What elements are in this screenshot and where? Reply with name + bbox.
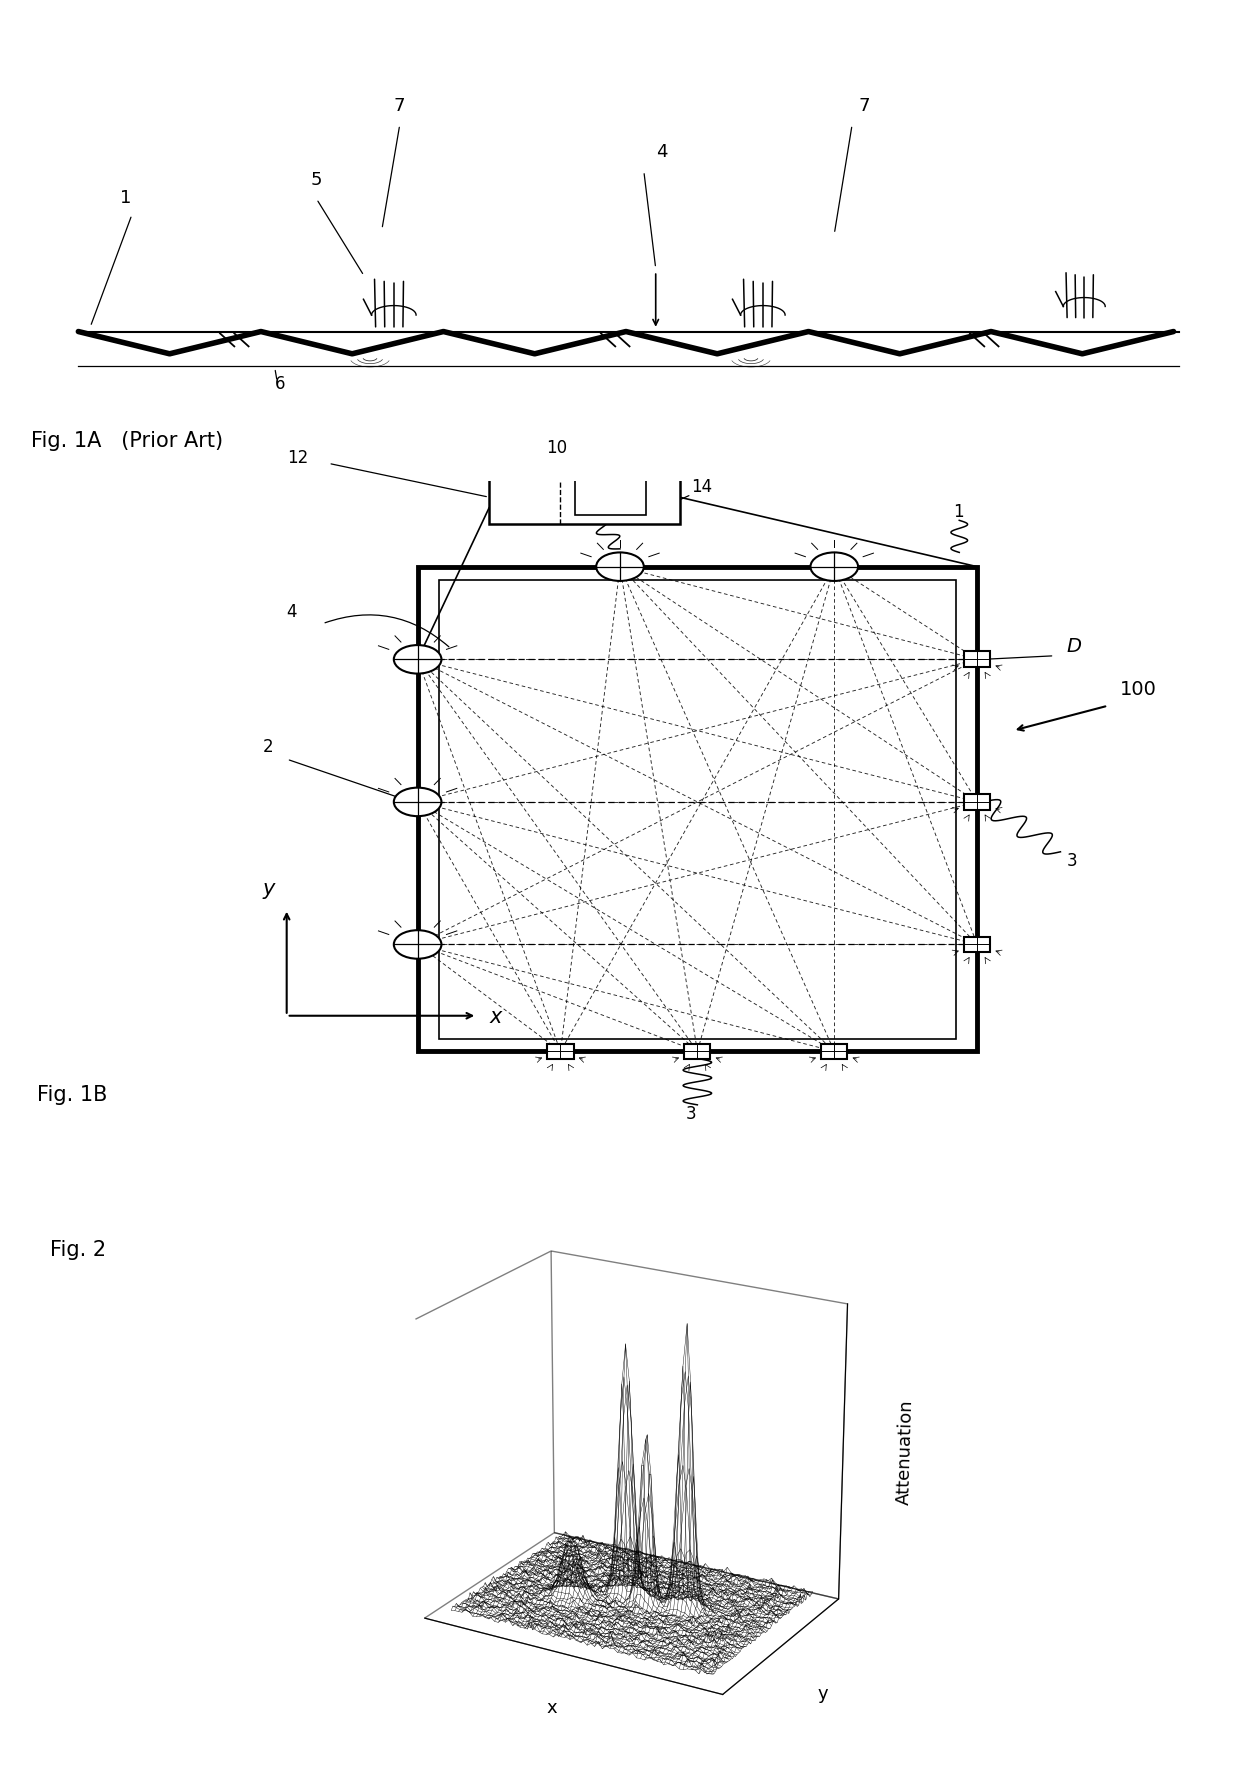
Text: 6: 6: [275, 374, 285, 394]
Text: y: y: [263, 879, 275, 898]
Text: Fig. 1A   (Prior Art): Fig. 1A (Prior Art): [31, 431, 223, 451]
Text: 100: 100: [1120, 681, 1157, 699]
Bar: [489, 470, 680, 524]
Text: 7: 7: [394, 96, 405, 114]
Text: 5: 5: [310, 171, 322, 189]
Text: Fig. 2: Fig. 2: [50, 1240, 105, 1260]
Text: 4: 4: [286, 602, 298, 620]
Text: x: x: [489, 1007, 501, 1026]
Circle shape: [811, 552, 858, 581]
Bar: [575, 479, 646, 515]
Text: 3: 3: [686, 1105, 696, 1123]
Bar: [821, 1044, 847, 1059]
Text: Fig. 1B: Fig. 1B: [37, 1085, 107, 1105]
Circle shape: [394, 930, 441, 959]
Text: 1: 1: [954, 503, 963, 520]
Text: 2: 2: [263, 738, 274, 756]
Text: 10: 10: [546, 438, 568, 456]
Text: 1: 1: [120, 189, 131, 207]
Circle shape: [394, 645, 441, 674]
Text: 3: 3: [1066, 852, 1078, 870]
Text: 4: 4: [656, 143, 667, 160]
Text: 12: 12: [286, 449, 308, 467]
Text: 2: 2: [573, 503, 583, 520]
Bar: [439, 579, 956, 1039]
Bar: [963, 652, 991, 666]
Circle shape: [394, 788, 441, 816]
Circle shape: [596, 552, 644, 581]
Bar: [684, 1044, 711, 1059]
Text: 7: 7: [858, 96, 869, 114]
Bar: [547, 1044, 574, 1059]
Bar: [418, 567, 977, 1051]
Text: 14: 14: [692, 478, 713, 495]
Y-axis label: y: y: [818, 1686, 828, 1704]
Bar: [963, 937, 991, 952]
X-axis label: x: x: [547, 1698, 557, 1716]
Bar: [963, 795, 991, 809]
Text: D: D: [1066, 638, 1081, 656]
